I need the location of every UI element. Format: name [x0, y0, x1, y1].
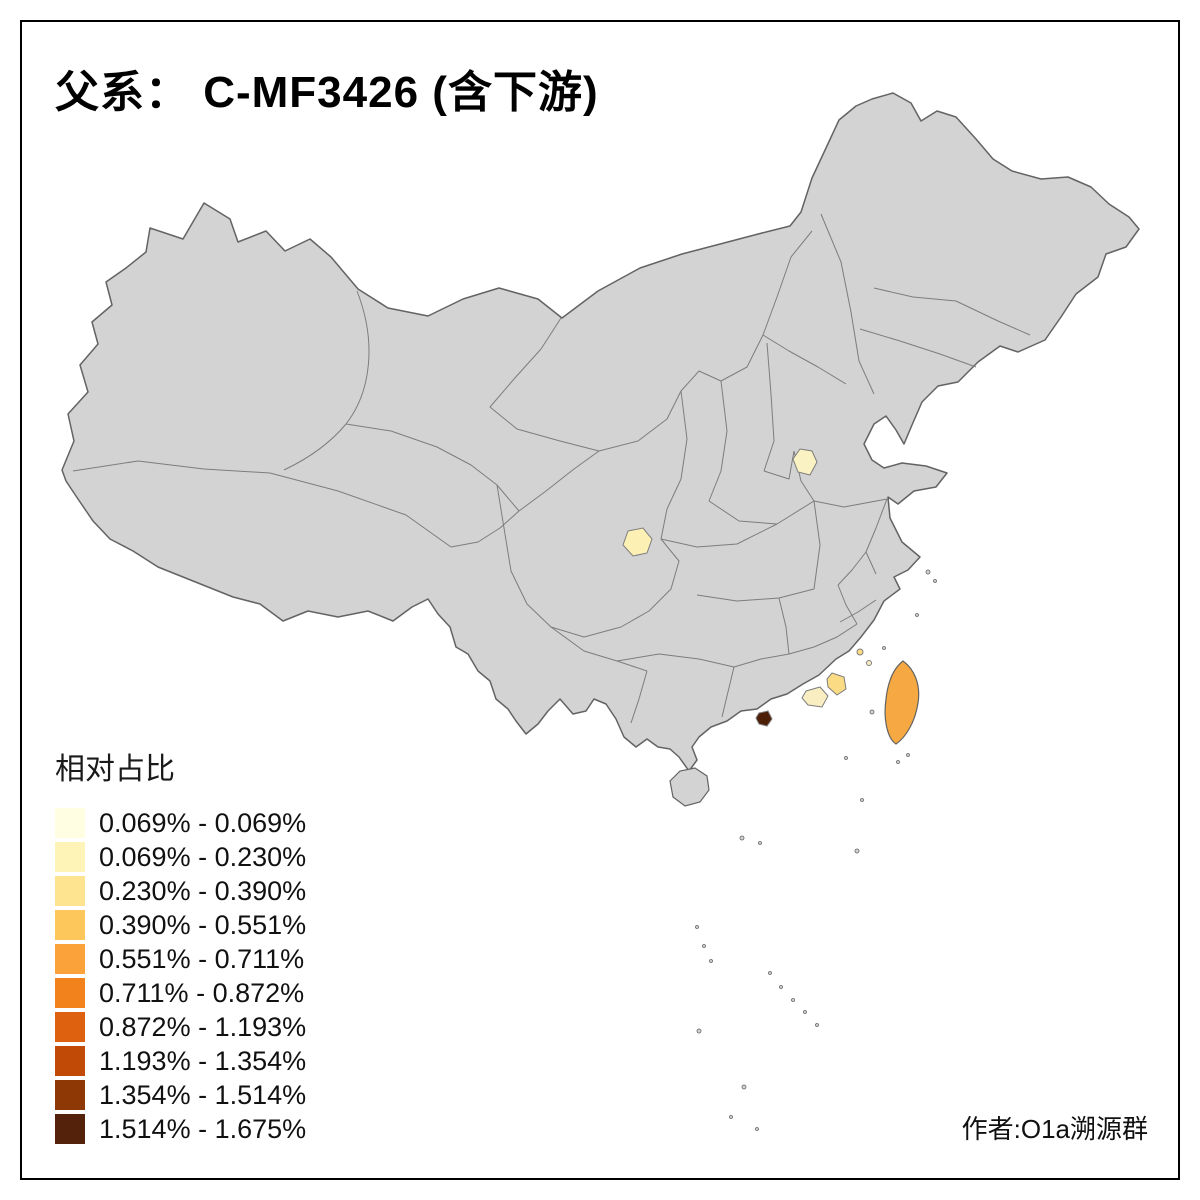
region-islet-spot-2: [866, 660, 872, 666]
region-shandong-spot: [792, 448, 818, 476]
legend-item: 0.230% - 0.390%: [55, 874, 306, 908]
legend-item: 0.551% - 0.711%: [55, 942, 306, 976]
legend-swatch: [55, 1080, 85, 1110]
legend-item: 1.193% - 1.354%: [55, 1044, 306, 1078]
legend-item: 0.711% - 0.872%: [55, 976, 306, 1010]
region-sichuan-spot: [622, 527, 653, 557]
legend-item: 1.354% - 1.514%: [55, 1078, 306, 1112]
legend-label: 1.193% - 1.354%: [99, 1045, 307, 1076]
region-fujian-coast-spot: [826, 672, 847, 696]
legend-item: 0.872% - 1.193%: [55, 1010, 306, 1044]
legend-swatch: [55, 910, 85, 940]
legend-label: 1.514% - 1.675%: [99, 1113, 307, 1144]
legend: 相对占比 0.069% - 0.069% 0.069% - 0.230% 0.2…: [55, 744, 306, 1146]
highlight-regions: [622, 448, 920, 745]
page-title: 父系： C-MF3426 (含下游): [55, 68, 599, 117]
sea-islands: [695, 569, 937, 1131]
province-borders: [72, 213, 1031, 724]
legend-item: 0.069% - 0.069%: [55, 806, 306, 840]
legend-swatch: [55, 1046, 85, 1076]
legend-label: 0.551% - 0.711%: [99, 943, 305, 974]
legend-title: 相对占比: [55, 753, 175, 786]
legend-swatch: [55, 876, 85, 906]
legend-swatch: [55, 978, 85, 1008]
legend-label: 1.354% - 1.514%: [99, 1079, 307, 1110]
legend-label: 0.711% - 0.872%: [99, 977, 305, 1008]
region-taiwan: [884, 660, 920, 745]
region-islet-spot-1: [856, 648, 864, 656]
legend-item: 1.514% - 1.675%: [55, 1112, 306, 1146]
legend-swatch: [55, 1012, 85, 1042]
region-guangdong-coast-spot: [801, 686, 829, 708]
legend-label: 0.069% - 0.069%: [99, 807, 307, 838]
legend-item: 0.390% - 0.551%: [55, 908, 306, 942]
hainan-island: [669, 767, 710, 807]
legend-item: 0.069% - 0.230%: [55, 840, 306, 874]
legend-label: 0.390% - 0.551%: [99, 909, 307, 940]
legend-swatch: [55, 808, 85, 838]
legend-swatch: [55, 944, 85, 974]
legend-label: 0.872% - 1.193%: [99, 1011, 307, 1042]
attribution-text: 作者:O1a溯源群: [961, 1114, 1148, 1144]
region-guangdong-dark-spot: [755, 710, 773, 727]
legend-label: 0.069% - 0.230%: [99, 841, 307, 872]
legend-swatch: [55, 842, 85, 872]
mainland-china-outline: [61, 92, 1140, 772]
legend-label: 0.230% - 0.390%: [99, 875, 307, 906]
legend-swatch: [55, 1114, 85, 1144]
